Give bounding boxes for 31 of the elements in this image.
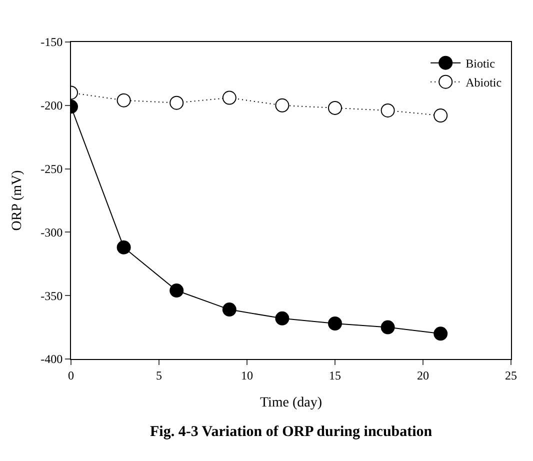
x-tick-label: 15 — [329, 368, 341, 382]
point — [170, 96, 184, 110]
x-tick-label: 25 — [505, 368, 517, 382]
point — [116, 93, 131, 108]
point — [222, 302, 236, 317]
x-tick-label: 10 — [241, 368, 253, 382]
point — [380, 320, 395, 334]
point — [275, 311, 290, 326]
x-axis-title: Time (day) — [260, 396, 322, 411]
point — [434, 108, 448, 123]
y-tick-label: -150 — [40, 35, 63, 50]
point — [380, 103, 395, 118]
y-tick-label: -350 — [40, 288, 63, 303]
x-tick-label: 5 — [156, 368, 162, 382]
y-tick-label: -200 — [40, 98, 63, 113]
y-tick-label: -250 — [40, 162, 63, 176]
x-tick-label: 0 — [68, 368, 74, 382]
caption: Fig. 4-3 Variation of ORP during incubation — [150, 424, 433, 440]
point — [275, 98, 290, 112]
legend-label: Abiotic — [466, 76, 502, 90]
legend-label: Biotic — [466, 56, 495, 71]
y-tick-label: -300 — [40, 225, 63, 240]
point — [170, 284, 184, 298]
point — [116, 240, 131, 254]
y-tick-label: -400 — [40, 352, 63, 366]
point — [434, 326, 448, 341]
point — [328, 316, 342, 330]
point — [222, 90, 236, 105]
x-tick-label: 20 — [417, 368, 429, 382]
point — [328, 100, 342, 115]
y-axis-title: ORP (mV) — [10, 170, 26, 231]
